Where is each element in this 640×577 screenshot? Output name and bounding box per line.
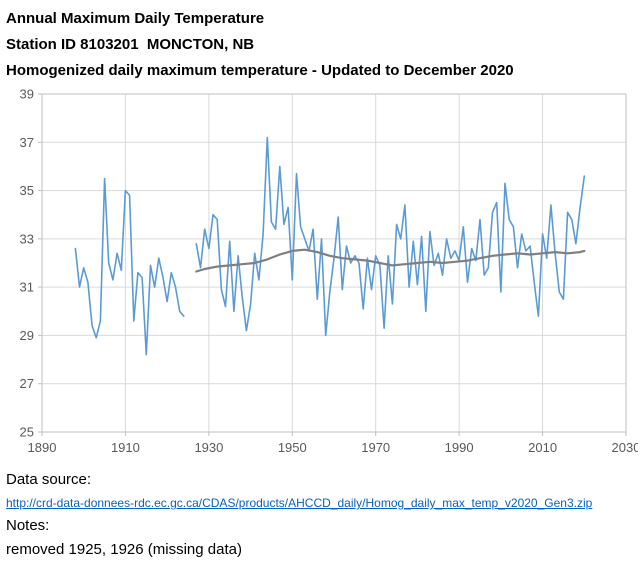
- x-axis-label: 1970: [361, 440, 390, 455]
- dataset-subtitle: Homogenized daily maximum temperature - …: [6, 62, 514, 79]
- chart-title: Annual Maximum Daily Temperature: [6, 10, 265, 27]
- x-axis-label: 1950: [278, 440, 307, 455]
- plot-border: [41, 93, 627, 433]
- y-axis-label: 27: [20, 376, 34, 391]
- series-annual-max-temperature: [74, 136, 586, 356]
- chart-footer: Data source: http://crd-data-donnees-rdc…: [6, 468, 640, 562]
- x-axis-label: 1990: [445, 440, 474, 455]
- report-page: Annual Maximum Daily Temperature Station…: [6, 6, 640, 562]
- x-axis-label: 1930: [194, 440, 223, 455]
- temperature-chart: 25 27 29 31 33 35 37 39 1890 1910 1930 1950 1970 1990…: [20, 87, 638, 456]
- series-smoothed-trend: [195, 248, 586, 273]
- y-axis-label: 29: [20, 328, 34, 343]
- chart-header: Annual Maximum Daily Temperature Station…: [6, 6, 640, 84]
- station-subtitle: Station ID 8103201 MONCTON, NB: [6, 36, 255, 53]
- y-axis-label: 35: [20, 183, 34, 198]
- x-axis-label: 2030: [612, 440, 638, 455]
- y-axis-label: 33: [20, 231, 34, 246]
- chart-area: 25 27 29 31 33 35 37 39 1890 1910 1930 1950 1970 1990…: [6, 86, 640, 462]
- x-axis-label: 1910: [111, 440, 140, 455]
- data-source-label: Data source:: [6, 471, 92, 488]
- y-axis-label: 25: [20, 425, 34, 440]
- data-source-link[interactable]: http://crd-data-donnees-rdc.ec.gc.ca/CDA…: [6, 496, 593, 510]
- notes-label: Notes:: [6, 517, 50, 534]
- y-axis-label: 39: [20, 87, 34, 102]
- y-axis-label: 37: [20, 135, 34, 150]
- x-axis-label: 1890: [28, 440, 57, 455]
- x-axis-label: 2010: [528, 440, 557, 455]
- y-axis-label: 31: [20, 280, 34, 295]
- notes-text: removed 1925, 1926 (missing data): [6, 541, 242, 558]
